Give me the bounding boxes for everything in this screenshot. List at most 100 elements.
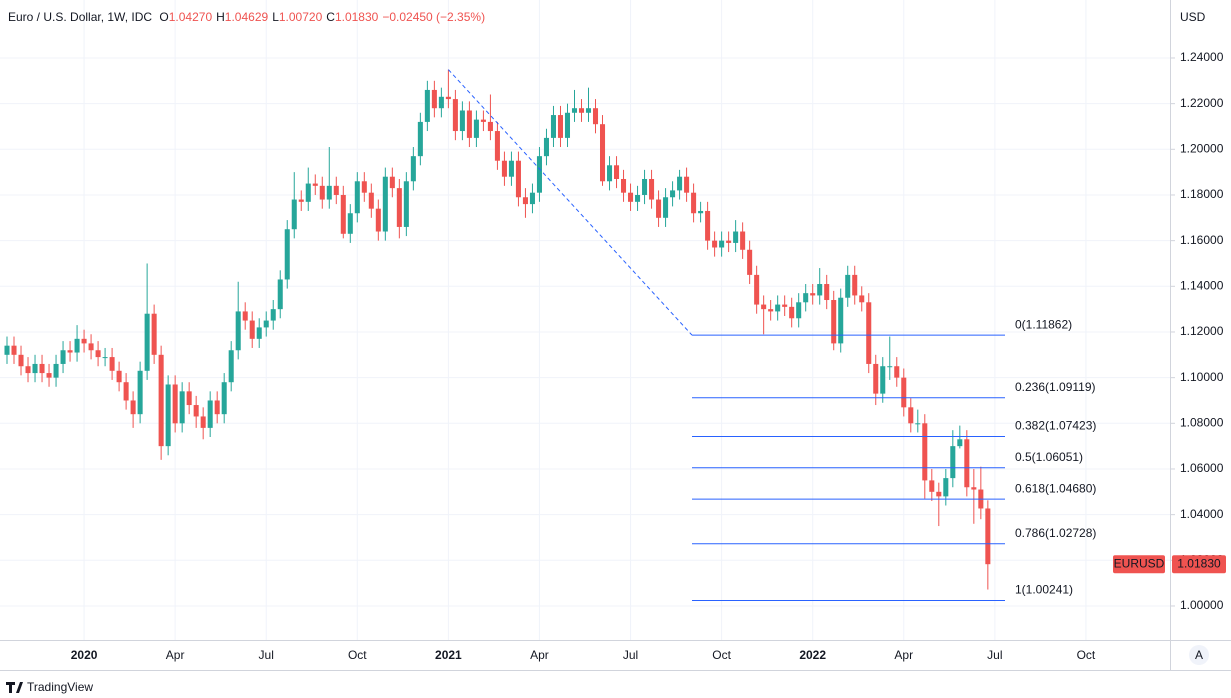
candle-body bbox=[74, 338, 80, 353]
candle-body bbox=[263, 320, 269, 328]
candle-body bbox=[522, 197, 528, 205]
candle-body bbox=[326, 185, 332, 200]
fib-label: 0.618(1.04680) bbox=[1015, 481, 1096, 495]
candle-body bbox=[361, 181, 367, 193]
candle-body bbox=[410, 156, 416, 182]
candle-body bbox=[179, 391, 185, 424]
candle-body bbox=[529, 192, 535, 205]
candle-body bbox=[158, 354, 164, 447]
candle-body bbox=[445, 96, 451, 100]
field-key: O bbox=[159, 10, 168, 24]
candle-body bbox=[971, 487, 977, 490]
field-key: L bbox=[272, 10, 279, 24]
x-tick-label: Oct bbox=[712, 648, 731, 662]
candle-body bbox=[95, 350, 101, 358]
candle-body bbox=[550, 115, 556, 138]
candle-body bbox=[985, 508, 991, 565]
candle-body bbox=[102, 357, 108, 359]
candle-body bbox=[866, 302, 872, 364]
fib-label: 0(1.11862) bbox=[1015, 317, 1072, 331]
candle-body bbox=[508, 160, 514, 177]
candle-body bbox=[200, 416, 206, 428]
candle-body bbox=[228, 350, 234, 383]
candle-body bbox=[172, 384, 178, 424]
candle-body bbox=[319, 185, 325, 200]
candle-body bbox=[291, 199, 297, 230]
legend-header: Euro / U.S. Dollar, 1W, IDC O1.04270 H1.0… bbox=[8, 10, 485, 24]
y-tick-label: 1.14000 bbox=[1180, 278, 1224, 292]
candle-body bbox=[116, 370, 122, 383]
candle-body bbox=[908, 407, 914, 424]
candle-body bbox=[67, 350, 73, 353]
x-tick-label: Oct bbox=[348, 648, 367, 662]
candle-body bbox=[417, 121, 423, 157]
candle-body bbox=[382, 176, 388, 232]
candle-body bbox=[845, 274, 851, 298]
candle-body bbox=[571, 108, 578, 113]
candle-body bbox=[186, 391, 192, 406]
candle-body bbox=[810, 293, 816, 296]
candle-body bbox=[642, 178, 648, 195]
candle-body bbox=[32, 363, 38, 374]
candle-body bbox=[606, 165, 613, 182]
fib-label: 0.786(1.02728) bbox=[1015, 526, 1096, 540]
candle-body bbox=[543, 137, 549, 157]
candle-body bbox=[235, 311, 241, 351]
candle-body bbox=[25, 366, 31, 374]
candle-body bbox=[452, 99, 458, 132]
candle-body bbox=[193, 405, 199, 417]
y-tick-label: 1.04000 bbox=[1180, 507, 1224, 521]
candle-body bbox=[712, 240, 718, 248]
x-tick-label: 2020 bbox=[71, 648, 98, 662]
auto-scale-label[interactable]: A bbox=[1195, 648, 1203, 662]
candle-body bbox=[396, 188, 402, 227]
candle-body bbox=[557, 115, 564, 138]
y-tick-label: 1.12000 bbox=[1180, 324, 1224, 338]
field-value: 1.04270 bbox=[169, 10, 213, 24]
y-tick-label: 1.24000 bbox=[1180, 50, 1224, 64]
candle-body bbox=[312, 183, 318, 186]
candle-body bbox=[403, 181, 409, 227]
fib-label: 0.382(1.07423) bbox=[1015, 419, 1096, 433]
candle-body bbox=[873, 363, 879, 394]
candle-body bbox=[494, 131, 500, 161]
candle-body bbox=[599, 124, 606, 182]
y-tick-label: 1.20000 bbox=[1180, 141, 1224, 155]
currency: USD bbox=[1180, 10, 1206, 24]
candle-body bbox=[11, 345, 17, 355]
candle-body bbox=[501, 160, 507, 177]
candle-body bbox=[964, 439, 970, 488]
candle-body bbox=[564, 112, 571, 138]
x-tick-label: Jul bbox=[259, 648, 274, 662]
candle-body bbox=[165, 384, 171, 447]
candle-body bbox=[480, 119, 486, 122]
plot: 0(1.11862) 0.236(1.09119) 0.382(1.07423) 0.… bbox=[4, 69, 1096, 601]
candle-body bbox=[719, 240, 725, 248]
price-badge bbox=[1172, 555, 1226, 574]
x-tick-label: Apr bbox=[894, 648, 913, 662]
auto-scale-button[interactable] bbox=[1189, 645, 1209, 665]
candle-body bbox=[88, 343, 94, 351]
symbol-badge bbox=[1113, 555, 1165, 574]
candle-body bbox=[375, 208, 381, 232]
candle-body bbox=[621, 178, 627, 193]
candle-body bbox=[466, 110, 472, 138]
candle-body bbox=[473, 119, 479, 138]
candle-body bbox=[221, 382, 227, 415]
candle-body bbox=[256, 327, 262, 339]
candle-body bbox=[333, 185, 339, 195]
candle-body bbox=[438, 96, 444, 109]
candle-body bbox=[838, 297, 844, 344]
candle-body bbox=[698, 210, 704, 214]
candle-body bbox=[60, 350, 66, 364]
candle-body bbox=[691, 192, 697, 214]
candle-body bbox=[726, 240, 732, 243]
y-tick-label: 1.22000 bbox=[1180, 96, 1224, 110]
candle-body bbox=[831, 300, 837, 344]
candle-body bbox=[130, 400, 136, 415]
x-tick-label: Jul bbox=[623, 648, 638, 662]
candle-body bbox=[859, 295, 865, 303]
y-tick-label: 1.00000 bbox=[1180, 598, 1224, 612]
candle-body bbox=[803, 293, 809, 303]
